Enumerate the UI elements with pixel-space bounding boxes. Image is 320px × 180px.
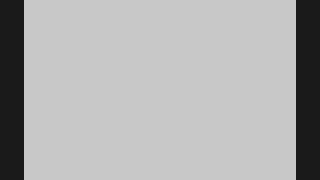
Text: ▪: ▪ bbox=[30, 51, 36, 60]
Bar bbox=[166, 113, 282, 175]
Text: Diagnostic Evalauation: Diagnostic Evalauation bbox=[92, 17, 228, 30]
Bar bbox=[27, 5, 293, 43]
Bar bbox=[32, 113, 147, 175]
Text: 12-lead electrocardiogram to establish a template to
compare QRS morphology if a: 12-lead electrocardiogram to establish a… bbox=[40, 51, 216, 70]
